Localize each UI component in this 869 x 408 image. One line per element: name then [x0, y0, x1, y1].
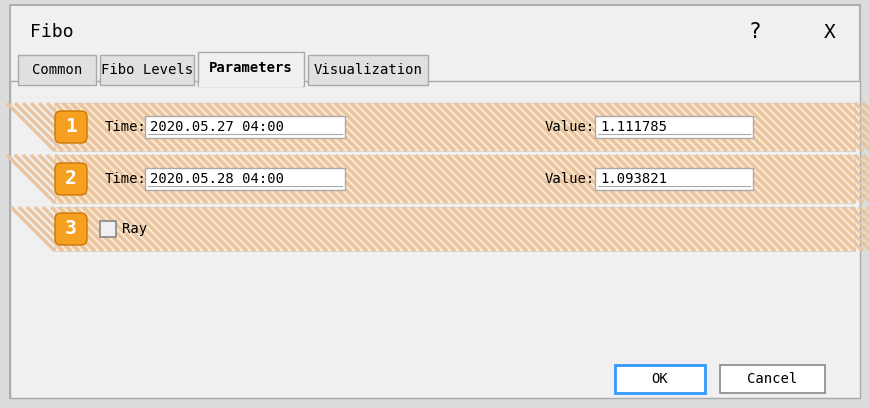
FancyBboxPatch shape [55, 163, 87, 195]
Bar [594, 168, 753, 190]
Text: Ray: Ray [122, 222, 147, 236]
Bar [199, 83, 302, 87]
Bar [10, 81, 859, 398]
Text: Value:: Value: [544, 120, 594, 134]
Bar [198, 52, 303, 86]
Text: ?: ? [748, 22, 760, 42]
Bar [55, 103, 854, 151]
Text: Parameters: Parameters [209, 61, 293, 75]
Text: 1.093821: 1.093821 [600, 172, 667, 186]
Text: Time:: Time: [105, 172, 147, 186]
Bar [100, 221, 116, 237]
Bar [145, 116, 345, 138]
Text: Visualization: Visualization [313, 63, 422, 77]
Text: Fibo Levels: Fibo Levels [101, 63, 193, 77]
Bar [594, 116, 753, 138]
Text: Value:: Value: [544, 172, 594, 186]
FancyBboxPatch shape [55, 111, 87, 143]
Bar [100, 55, 194, 85]
Text: 2: 2 [65, 169, 76, 188]
Bar [614, 365, 704, 393]
Text: 2020.05.27 04:00: 2020.05.27 04:00 [149, 120, 283, 134]
FancyBboxPatch shape [55, 213, 87, 245]
Bar [18, 55, 96, 85]
Text: Cancel: Cancel [746, 372, 797, 386]
Text: Time:: Time: [105, 120, 147, 134]
Bar [55, 155, 854, 203]
Text: Fibo: Fibo [30, 23, 73, 41]
Text: OK: OK [651, 372, 667, 386]
Text: Common: Common [32, 63, 82, 77]
Text: 2020.05.28 04:00: 2020.05.28 04:00 [149, 172, 283, 186]
Bar [720, 365, 824, 393]
Bar [308, 55, 428, 85]
Text: 3: 3 [65, 220, 76, 239]
Text: 1.111785: 1.111785 [600, 120, 667, 134]
Bar [145, 168, 345, 190]
Text: 1: 1 [65, 118, 76, 137]
Bar [55, 207, 854, 251]
Text: X: X [823, 22, 835, 42]
